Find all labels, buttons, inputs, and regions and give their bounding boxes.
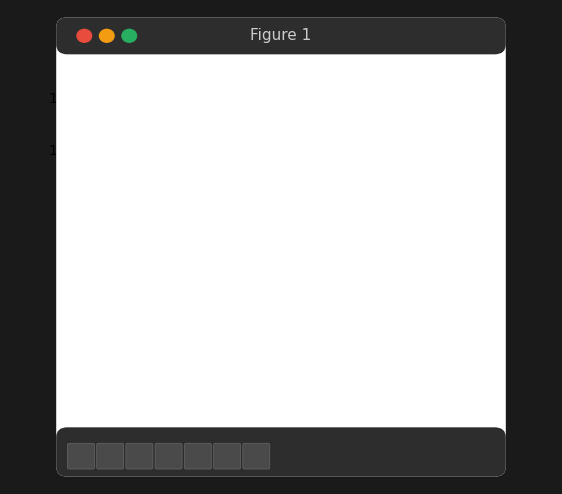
Bar xyxy=(252,97,315,408)
Bar xyxy=(174,201,237,408)
Text: Figure 1: Figure 1 xyxy=(251,28,311,43)
Bar xyxy=(410,227,473,408)
Bar xyxy=(95,149,158,408)
Bar xyxy=(331,304,394,408)
